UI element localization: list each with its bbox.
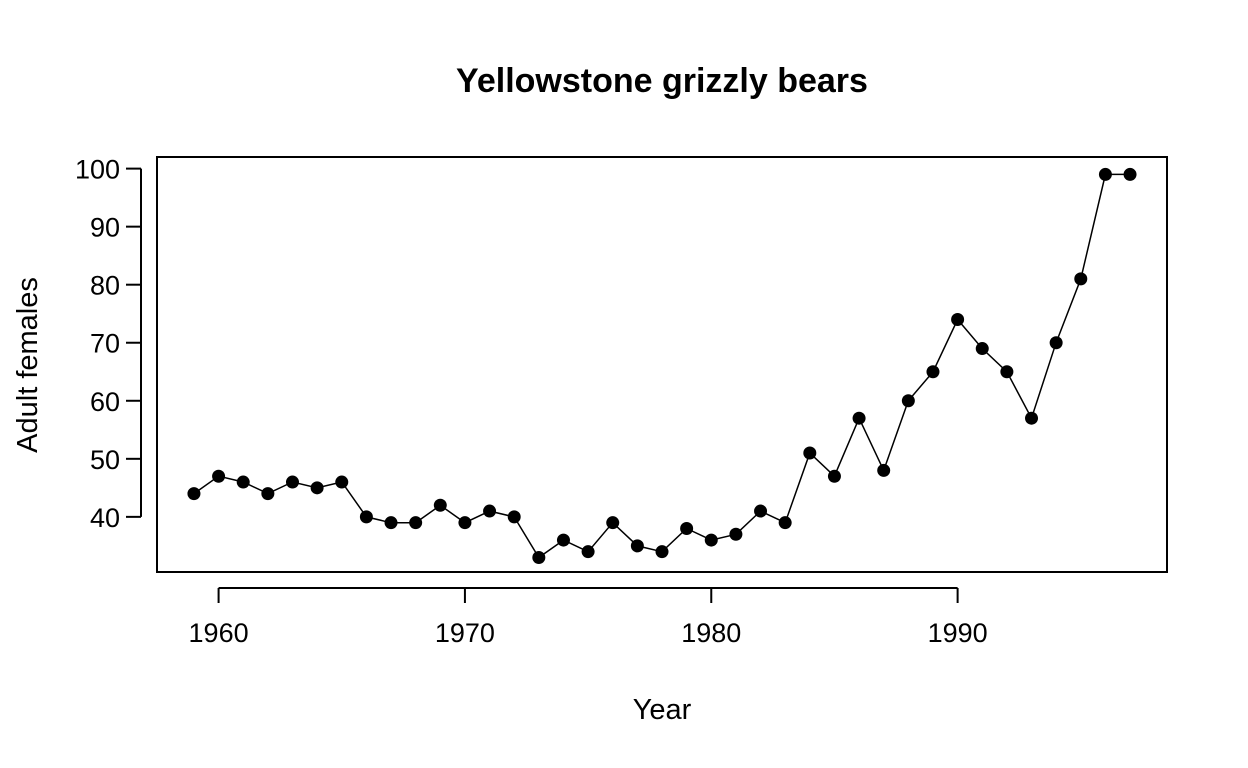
data-point (187, 487, 201, 501)
data-point (803, 446, 817, 460)
x-axis-label: Year (633, 694, 692, 726)
chart-title: Yellowstone grizzly bears (456, 62, 868, 100)
data-point (1123, 167, 1137, 181)
data-point (1000, 365, 1014, 379)
y-tick-label: 40 (90, 503, 120, 533)
data-point (384, 516, 398, 530)
data-point (1074, 272, 1088, 286)
data-point (729, 527, 743, 541)
data-point (285, 475, 299, 489)
y-tick-label: 60 (90, 387, 120, 417)
x-tick-label: 1990 (928, 618, 988, 648)
data-point (335, 475, 349, 489)
data-point (754, 504, 768, 518)
data-point (606, 516, 620, 530)
data-point (556, 533, 570, 547)
data-point (359, 510, 373, 524)
y-tick-label: 70 (90, 329, 120, 359)
y-tick-label: 50 (90, 445, 120, 475)
x-tick-label: 1980 (681, 618, 741, 648)
y-tick-label: 90 (90, 213, 120, 243)
y-tick-label: 80 (90, 271, 120, 301)
data-point (458, 516, 472, 530)
data-point (630, 539, 644, 553)
data-point (926, 365, 940, 379)
data-point (236, 475, 250, 489)
data-point (433, 498, 447, 512)
data-point (581, 545, 595, 559)
data-point (852, 411, 866, 425)
y-tick-label: 100 (75, 155, 120, 185)
data-point (409, 516, 423, 530)
y-axis: 40 50 60 70 80 90 100 (75, 155, 142, 533)
x-tick-label: 1960 (189, 618, 249, 648)
data-point (704, 533, 718, 547)
series-line (193, 173, 1130, 559)
series-layer (187, 167, 1137, 564)
data-point (827, 469, 841, 483)
data-point (951, 313, 965, 327)
data-point (1025, 411, 1039, 425)
x-axis: 1960 1970 1980 1990 (189, 587, 988, 648)
data-point (212, 469, 226, 483)
data-point (483, 504, 497, 518)
data-point (1049, 336, 1063, 350)
data-point (901, 394, 915, 408)
data-point (877, 463, 891, 477)
data-point (975, 342, 989, 356)
plot-frame (156, 156, 1168, 573)
data-point (655, 545, 669, 559)
x-tick-label: 1970 (435, 618, 495, 648)
data-point (778, 516, 792, 530)
data-point (507, 510, 521, 524)
data-point (680, 521, 694, 535)
data-point (310, 481, 324, 495)
y-axis-label: Adult females (12, 277, 44, 453)
data-point (532, 550, 546, 564)
data-point (261, 487, 275, 501)
data-point (1098, 167, 1112, 181)
